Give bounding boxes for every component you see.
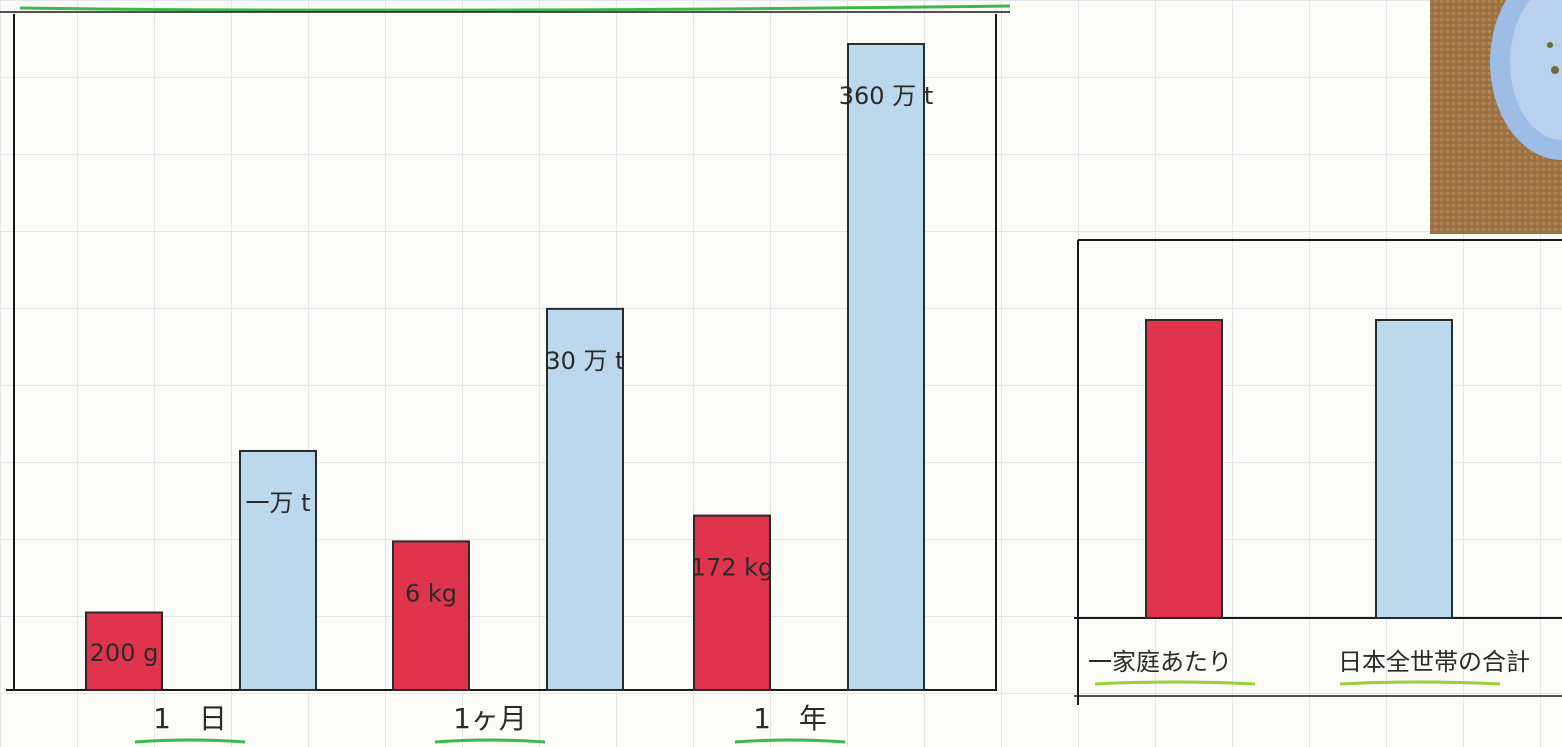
side-bars-group	[1145, 319, 1453, 619]
category-underline-1	[434, 738, 546, 744]
bar-value-label-0-0: 200 g	[90, 639, 159, 667]
bar-0-0	[85, 611, 163, 691]
bar-value-label-0-1: 一万 t	[245, 489, 310, 517]
bar-1-0	[392, 540, 470, 691]
category-label-1: 1ヶ月	[453, 702, 527, 735]
side-category-labels: 一家庭あたり 日本全世帯の合計	[1088, 648, 1530, 686]
main-bars-group: 200 g 一万 t 6 kg 30 万 t 172 kg 360 万 t	[85, 43, 933, 692]
category-underline-2	[734, 738, 846, 744]
bar-value-label-2-1: 360 万 t	[839, 82, 933, 110]
food-plate-photo	[1430, 0, 1562, 234]
category-label-0: 1 日	[153, 702, 227, 735]
bar-1-1	[546, 307, 624, 691]
category-underline-0	[134, 738, 246, 744]
bar-value-label-1-1: 30 万 t	[545, 347, 624, 375]
header-underline	[19, 4, 1011, 12]
bar-value-label-1-0: 6 kg	[405, 579, 457, 607]
bar-value-label-2-0: 172 kg	[691, 554, 774, 582]
side-category-label-0: 一家庭あたり	[1088, 648, 1232, 676]
bar-2-1	[847, 43, 925, 691]
side-bar-0	[1145, 319, 1223, 619]
side-category-label-1: 日本全世帯の合計	[1338, 648, 1530, 676]
side-category-underline-0	[1094, 680, 1256, 686]
side-bar-1	[1375, 319, 1453, 619]
bar-0-1	[239, 449, 317, 692]
side-category-underline-1	[1339, 680, 1501, 686]
bar-2-0	[693, 514, 771, 692]
main-category-labels: 1 日 1ヶ月 1 年	[134, 702, 846, 744]
category-label-2: 1 年	[753, 702, 827, 735]
